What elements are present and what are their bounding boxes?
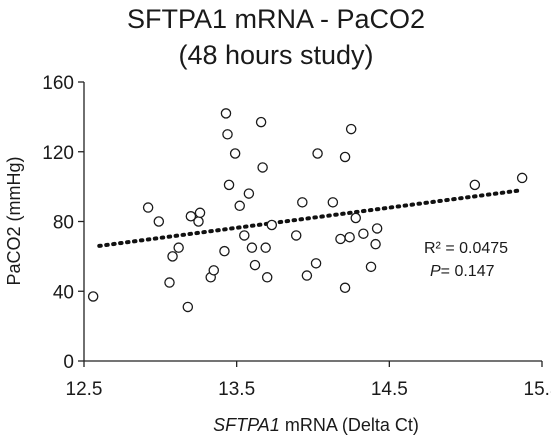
data-point xyxy=(185,211,197,222)
x-axis-label-gene: SFTPA1 xyxy=(213,415,280,435)
data-point xyxy=(344,231,355,243)
data-point xyxy=(229,148,241,159)
data-point xyxy=(469,179,481,191)
p-value-label: P= 0.147 xyxy=(430,263,495,280)
data-point xyxy=(358,228,369,239)
data-point xyxy=(339,282,351,294)
y-ticks: 0 40 80 120 160 xyxy=(42,73,84,373)
chart-title-line2: (48 hours study) xyxy=(178,40,373,70)
data-point xyxy=(208,265,220,276)
data-point xyxy=(182,301,194,313)
y-tick-label: 120 xyxy=(42,143,74,164)
data-point xyxy=(371,223,383,234)
x-ticks: 12.5 13.5 14.5 15.5 xyxy=(66,361,551,400)
data-point xyxy=(255,116,267,128)
p-value-symbol: P xyxy=(430,263,441,280)
data-point xyxy=(194,207,206,219)
data-point xyxy=(249,259,261,271)
data-point xyxy=(257,162,268,173)
data-point xyxy=(516,172,528,184)
y-axis-label: PaCO2 (mmHg) xyxy=(4,156,24,285)
data-point xyxy=(290,230,302,241)
data-point xyxy=(193,216,204,227)
x-tick-label: 13.5 xyxy=(218,379,255,400)
data-point xyxy=(312,148,323,159)
data-point xyxy=(261,272,273,283)
data-point xyxy=(87,291,99,302)
x-tick-label: 12.5 xyxy=(66,379,103,400)
x-axis-label-rest: mRNA (Delta Ct) xyxy=(280,415,419,435)
data-point xyxy=(142,202,154,213)
data-point xyxy=(345,123,357,135)
p-value-text: = 0.147 xyxy=(441,263,495,280)
trend-line xyxy=(97,188,525,248)
r-squared-label: R² = 0.0475 xyxy=(424,240,508,257)
data-point xyxy=(327,197,339,208)
data-point xyxy=(260,242,271,253)
y-tick-label: 160 xyxy=(42,73,74,94)
y-tick-label: 80 xyxy=(53,213,74,234)
data-point xyxy=(173,242,184,253)
data-point xyxy=(239,230,250,241)
data-point xyxy=(167,251,178,262)
y-tick-label: 0 xyxy=(63,352,74,373)
data-point xyxy=(153,216,165,227)
x-tick-label: 14.5 xyxy=(371,379,408,400)
data-point xyxy=(365,261,377,273)
data-point xyxy=(223,179,235,191)
x-axis-label: SFTPA1 mRNA (Delta Ct) xyxy=(213,415,419,435)
data-point xyxy=(339,151,351,163)
chart-title-line1: SFTPA1 mRNA - PaCO2 xyxy=(127,4,425,34)
data-point xyxy=(350,212,361,224)
data-point xyxy=(335,233,346,245)
y-tick-label: 40 xyxy=(53,282,74,303)
x-tick-label: 15.5 xyxy=(524,379,551,400)
data-point xyxy=(266,219,278,231)
data-point xyxy=(222,129,233,140)
data-point xyxy=(246,242,258,253)
data-point xyxy=(219,245,230,257)
data-point xyxy=(220,108,232,119)
data-point xyxy=(164,277,175,288)
data-point xyxy=(301,270,313,281)
data-point xyxy=(370,238,381,250)
data-points xyxy=(87,108,528,313)
data-point xyxy=(297,197,308,208)
data-point xyxy=(243,188,255,199)
data-point xyxy=(234,200,245,212)
data-point xyxy=(310,258,322,269)
